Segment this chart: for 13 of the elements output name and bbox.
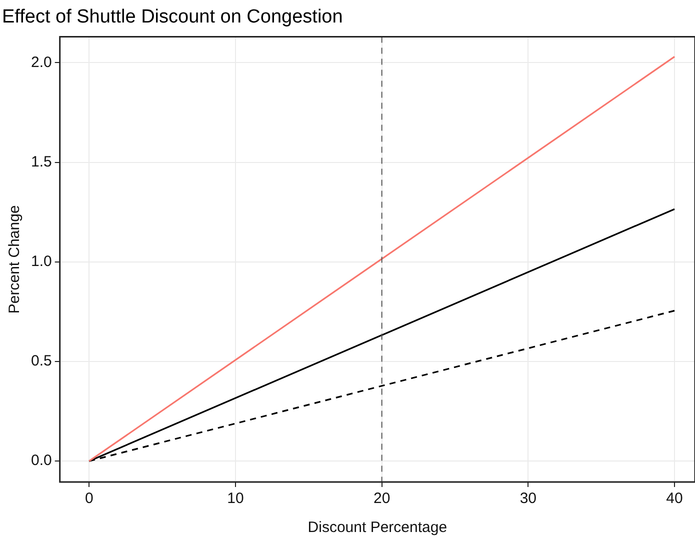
x-tick-label: 40	[666, 490, 683, 508]
x-tick-label: 30	[520, 490, 537, 508]
x-tick-label: 20	[373, 490, 390, 508]
y-tick-label: 1.5	[30, 153, 52, 170]
y-tick-label: 2.0	[30, 54, 52, 71]
x-tick-label: 10	[227, 490, 244, 508]
y-tick-label: 1.0	[30, 253, 52, 270]
y-tick-label: 0.5	[30, 352, 52, 370]
y-axis-title: Percent Change	[6, 205, 24, 314]
x-tick-label: 0	[84, 490, 94, 508]
chart-title: Effect of Shuttle Discount on Congestion	[2, 6, 343, 28]
x-axis-title: Discount Percentage	[308, 519, 448, 536]
y-tick-label: 0.0	[30, 452, 52, 470]
